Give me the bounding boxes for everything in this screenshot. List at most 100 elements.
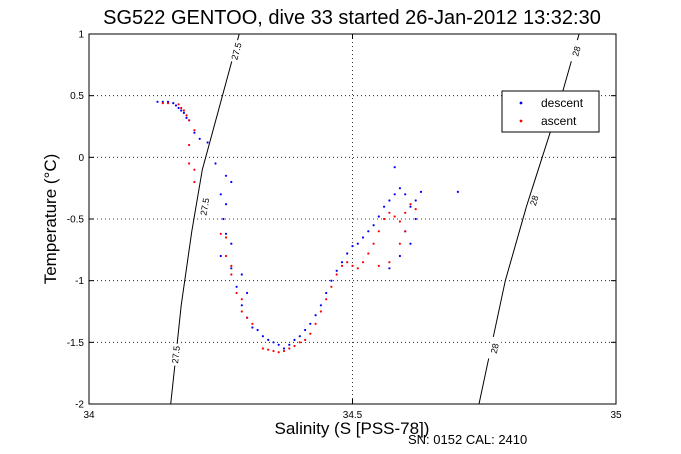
y-tick-label: -0.5 bbox=[67, 215, 85, 226]
contour-label: 28 bbox=[570, 45, 582, 57]
point-descent bbox=[182, 111, 185, 114]
point-ascent bbox=[240, 298, 243, 301]
legend-box bbox=[501, 90, 600, 133]
point-ascent bbox=[404, 211, 407, 214]
point-descent bbox=[230, 267, 233, 270]
point-descent bbox=[325, 291, 328, 295]
legend: descent ascent bbox=[501, 90, 600, 133]
point-ascent bbox=[188, 162, 191, 165]
point-descent bbox=[372, 224, 375, 227]
contour-label: 27.5 bbox=[199, 197, 212, 216]
point-descent bbox=[356, 242, 359, 245]
point-descent bbox=[156, 100, 159, 103]
point-descent bbox=[240, 273, 243, 276]
point-ascent bbox=[230, 264, 233, 267]
y-axis-ticks: 1 0.5 0 -0.5 -1 -1.5 -2 bbox=[67, 30, 616, 411]
point-ascent bbox=[224, 236, 228, 239]
point-ascent bbox=[309, 332, 312, 335]
serial-calibration-label: SN: 0152 CAL: 2410 bbox=[408, 432, 527, 447]
point-descent bbox=[272, 341, 275, 344]
point-ascent bbox=[377, 264, 380, 267]
point-descent bbox=[206, 141, 209, 144]
y-tick-label: -1.5 bbox=[67, 338, 85, 349]
contour-label: 28 bbox=[489, 343, 501, 355]
point-descent bbox=[456, 190, 459, 193]
point-ascent bbox=[356, 267, 359, 270]
point-ascent bbox=[251, 322, 254, 325]
point-ascent bbox=[272, 349, 275, 353]
point-descent bbox=[383, 205, 386, 208]
point-ascent bbox=[340, 264, 344, 267]
point-ascent bbox=[230, 273, 233, 276]
contour-label: 27.5 bbox=[170, 345, 182, 363]
point-ascent bbox=[161, 102, 164, 105]
point-ascent bbox=[414, 208, 417, 211]
point-descent bbox=[404, 193, 407, 196]
point-ascent bbox=[188, 119, 191, 122]
point-descent bbox=[172, 102, 175, 105]
point-descent bbox=[346, 252, 349, 255]
point-ascent bbox=[240, 310, 243, 313]
point-descent bbox=[409, 242, 412, 245]
point-ascent bbox=[246, 316, 249, 319]
point-descent bbox=[367, 230, 370, 233]
point-ascent bbox=[277, 351, 280, 354]
point-descent bbox=[398, 254, 401, 258]
point-ascent bbox=[180, 106, 183, 110]
point-ascent bbox=[330, 285, 333, 288]
point-descent bbox=[304, 328, 307, 332]
contour-label-bg bbox=[228, 39, 245, 64]
x-axis-label: Salinity (S [PSS-78]) bbox=[275, 419, 430, 438]
point-descent bbox=[393, 166, 396, 169]
point-ascent bbox=[193, 168, 196, 171]
point-ascent bbox=[288, 347, 291, 350]
point-descent bbox=[214, 162, 217, 165]
point-descent bbox=[398, 187, 401, 190]
point-descent bbox=[224, 174, 228, 177]
point-descent bbox=[351, 245, 354, 248]
point-ascent bbox=[304, 338, 307, 341]
point-ascent bbox=[319, 310, 322, 313]
point-descent bbox=[388, 267, 391, 270]
point-ascent bbox=[298, 341, 301, 344]
point-ascent bbox=[367, 252, 370, 255]
legend-label-ascent: ascent bbox=[541, 114, 577, 128]
point-descent bbox=[256, 328, 259, 332]
contour-label-bg bbox=[568, 39, 585, 64]
point-descent bbox=[251, 326, 254, 329]
density-contours: 27.5 27.5 27.5 28 28 28 bbox=[169, 33, 585, 405]
point-descent bbox=[309, 322, 312, 325]
point-descent bbox=[388, 199, 391, 202]
point-descent bbox=[174, 104, 178, 107]
point-ascent bbox=[282, 349, 286, 353]
point-ascent bbox=[224, 254, 228, 258]
y-tick-label: 0.5 bbox=[70, 91, 84, 102]
legend-label-descent: descent bbox=[541, 96, 584, 110]
point-ascent bbox=[398, 220, 401, 223]
legend-marker-ascent bbox=[519, 119, 523, 123]
contour-label-bg bbox=[198, 194, 212, 219]
chart-title: SG522 GENTOO, dive 33 started 26-Jan-201… bbox=[103, 7, 601, 29]
point-descent bbox=[224, 203, 228, 206]
point-descent bbox=[393, 193, 396, 196]
x-tick-label: 34.5 bbox=[343, 410, 363, 421]
point-descent bbox=[246, 291, 249, 295]
point-ascent bbox=[177, 103, 180, 106]
point-descent bbox=[377, 215, 380, 218]
point-ascent bbox=[267, 348, 270, 351]
point-descent bbox=[267, 338, 270, 341]
point-descent bbox=[185, 116, 188, 119]
y-tick-label: -2 bbox=[75, 400, 84, 411]
y-tick-label: 0 bbox=[78, 153, 84, 164]
point-ascent bbox=[393, 215, 396, 218]
point-ascent bbox=[219, 232, 222, 235]
point-descent bbox=[361, 236, 365, 239]
point-ascent bbox=[193, 180, 196, 184]
point-descent bbox=[314, 314, 317, 317]
point-ascent bbox=[351, 264, 354, 267]
point-ascent bbox=[388, 211, 391, 214]
point-ascent bbox=[398, 242, 401, 245]
point-descent bbox=[414, 199, 417, 202]
point-ascent bbox=[325, 298, 328, 301]
point-descent bbox=[224, 232, 228, 235]
